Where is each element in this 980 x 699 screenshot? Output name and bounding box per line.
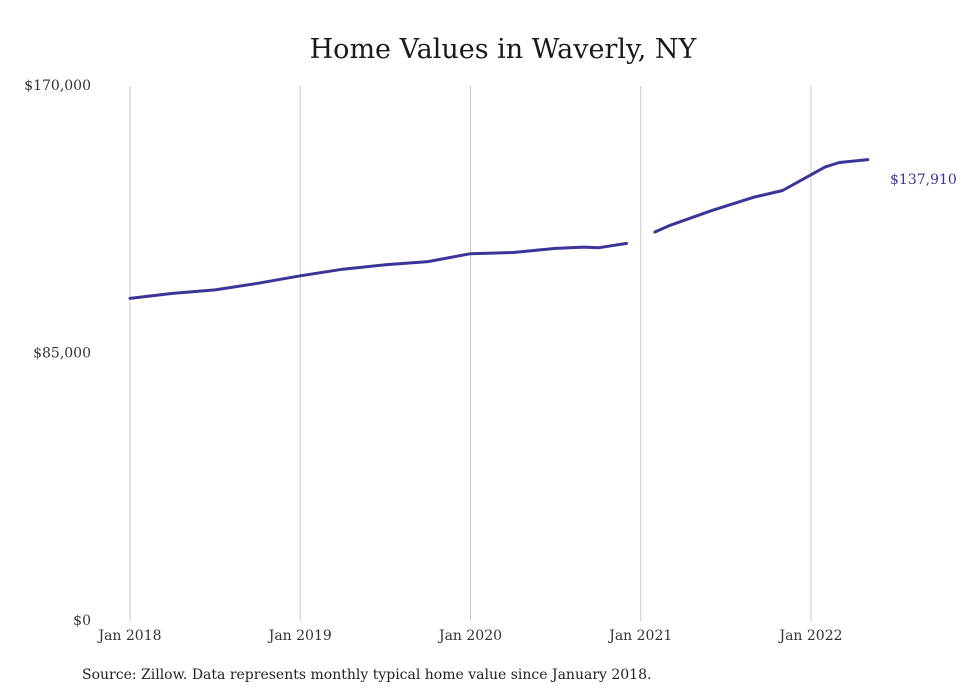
end-value-label: $137,910 [890,172,957,188]
y-tick-label: $85,000 [33,346,91,362]
chart-title: Home Values in Waverly, NY [310,34,698,65]
x-tick-label: Jan 2021 [607,628,672,644]
series-lines [128,158,870,300]
x-tick-label: Jan 2020 [437,628,502,644]
series-line-segment [128,241,629,300]
source-note: Source: Zillow. Data represents monthly … [82,667,652,683]
grid-lines [129,86,812,621]
y-tick-label: $170,000 [24,78,91,94]
y-tick-label: $0 [73,613,91,629]
x-tick-label: Jan 2022 [777,628,842,644]
x-tick-label: Jan 2018 [96,628,161,644]
y-axis-ticks: $0 $85,000 $170,000 [24,78,91,629]
x-axis-ticks: Jan 2018 Jan 2019 Jan 2020 Jan 2021 Jan 2022 [96,628,842,644]
series-line-segment [653,158,870,234]
x-tick-label: Jan 2019 [267,628,332,644]
